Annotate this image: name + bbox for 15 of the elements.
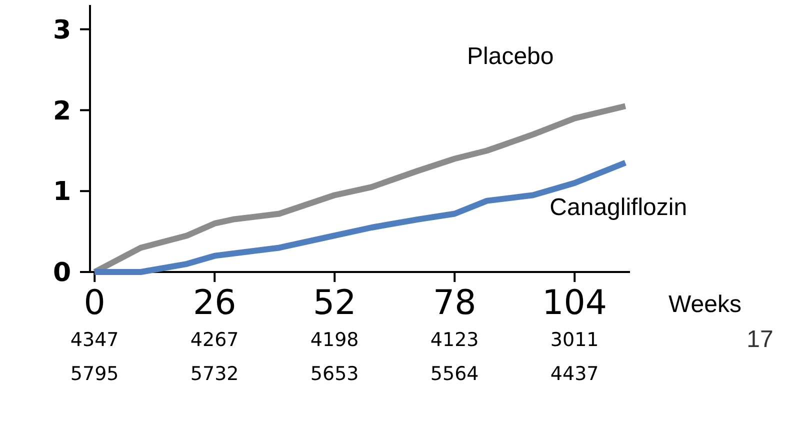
y-tick-label: 1 xyxy=(52,177,72,208)
text: 17 xyxy=(746,326,774,353)
text: Placebo xyxy=(467,43,554,70)
x-tick-label: 26 xyxy=(192,283,236,323)
y-tick-label: 3 xyxy=(52,15,72,46)
x-tick-label: 52 xyxy=(312,283,356,323)
text: 4347 4267 4198 4123 3011 xyxy=(70,329,599,351)
x-axis-title: Weeks xyxy=(668,291,742,318)
text: 5795 5732 5653 5564 4437 xyxy=(70,363,599,385)
x-tick-label: 104 xyxy=(542,283,608,323)
series-label: Canagliflozin xyxy=(550,194,688,221)
x-tick-label: 0 xyxy=(84,283,106,323)
y-tick-label: 2 xyxy=(52,96,72,126)
y-tick-label: 0 xyxy=(52,258,72,288)
x-tick-label: 78 xyxy=(432,283,476,323)
